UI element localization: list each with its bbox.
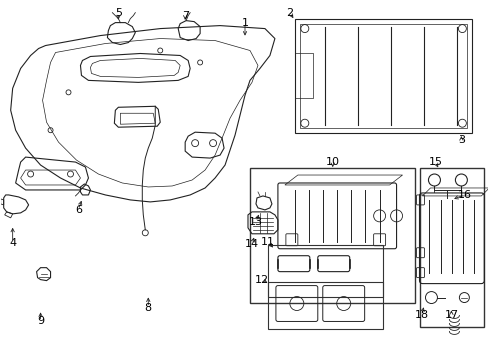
Text: 2: 2 bbox=[285, 8, 293, 18]
Text: 8: 8 bbox=[144, 302, 152, 312]
Text: 15: 15 bbox=[427, 157, 442, 167]
Text: 11: 11 bbox=[261, 237, 274, 247]
Text: 18: 18 bbox=[414, 310, 427, 320]
Text: 9: 9 bbox=[37, 316, 44, 327]
Text: 7: 7 bbox=[181, 11, 188, 21]
Text: 5: 5 bbox=[115, 8, 122, 18]
Text: 12: 12 bbox=[254, 275, 268, 285]
Text: 4: 4 bbox=[9, 238, 16, 248]
Bar bbox=[299, 24, 467, 128]
Bar bbox=[267, 282, 382, 329]
Text: 16: 16 bbox=[456, 190, 470, 200]
Bar bbox=[267, 245, 382, 297]
Text: 10: 10 bbox=[325, 157, 339, 167]
Bar bbox=[419, 168, 483, 328]
Bar bbox=[294, 19, 471, 133]
Text: 6: 6 bbox=[75, 205, 82, 215]
Text: 17: 17 bbox=[444, 310, 458, 320]
Text: 1: 1 bbox=[241, 18, 248, 28]
Text: 3: 3 bbox=[457, 135, 464, 145]
Text: 14: 14 bbox=[244, 239, 259, 249]
Text: 13: 13 bbox=[248, 217, 263, 227]
Bar bbox=[249, 168, 414, 302]
